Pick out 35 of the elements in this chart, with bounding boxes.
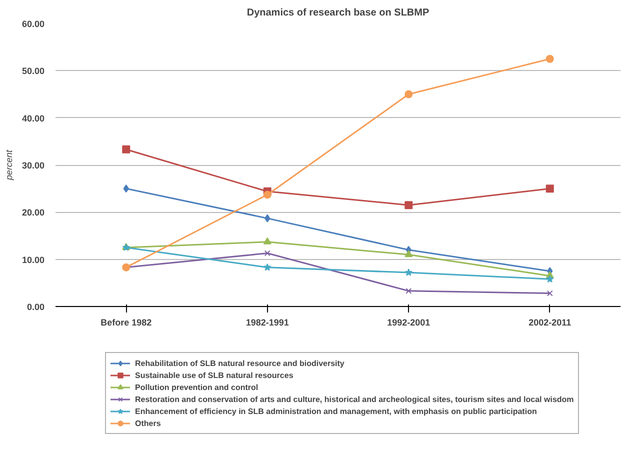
point	[264, 214, 270, 222]
y-tick-label: 20.00	[22, 208, 45, 218]
point	[122, 145, 130, 154]
point	[264, 263, 272, 271]
y-tick-label: 40.00	[22, 113, 45, 124]
point	[404, 250, 413, 258]
x-tick-label: 1982-1991	[246, 318, 289, 328]
legend-label: Restoration and conservation of arts and culture, historical and archeological sites, tourism sites and local wisdom	[135, 394, 574, 405]
legend-label: Pollution prevention and control	[135, 382, 258, 393]
point	[404, 268, 412, 276]
x-tick-label: 2002-2011	[528, 318, 572, 328]
y-tick-label: 0.00	[26, 302, 45, 312]
point	[263, 190, 272, 199]
y-tick-label: 50.00	[22, 66, 45, 76]
point	[546, 54, 554, 63]
point	[404, 201, 413, 210]
y-tick-label: 10.00	[22, 254, 45, 265]
x-tick-label: 1992-2001	[387, 318, 430, 328]
point	[546, 275, 554, 282]
legend-label: Sustainable use of SLB natural resources	[135, 370, 294, 381]
point	[404, 90, 413, 98]
point	[123, 184, 129, 193]
y-tick-label: 60.00	[22, 19, 45, 29]
y-tick-label: 30.00	[22, 160, 45, 170]
point	[263, 237, 272, 244]
legend-label: Enhancement of efficiency in SLB administration and management, with emphasis on public participation	[135, 406, 537, 417]
point	[546, 290, 553, 296]
chart-title: Dynamics of research base on SLBMP	[246, 8, 430, 18]
point	[546, 184, 554, 193]
legend-label: Others	[135, 418, 161, 429]
x-tick-label: Before 1982	[100, 318, 152, 328]
point	[264, 250, 270, 256]
legend-label: Rehabilitation of SLB natural resource and biodiversity	[135, 358, 344, 369]
y-axis-title: percent	[4, 149, 14, 182]
point	[406, 288, 412, 294]
